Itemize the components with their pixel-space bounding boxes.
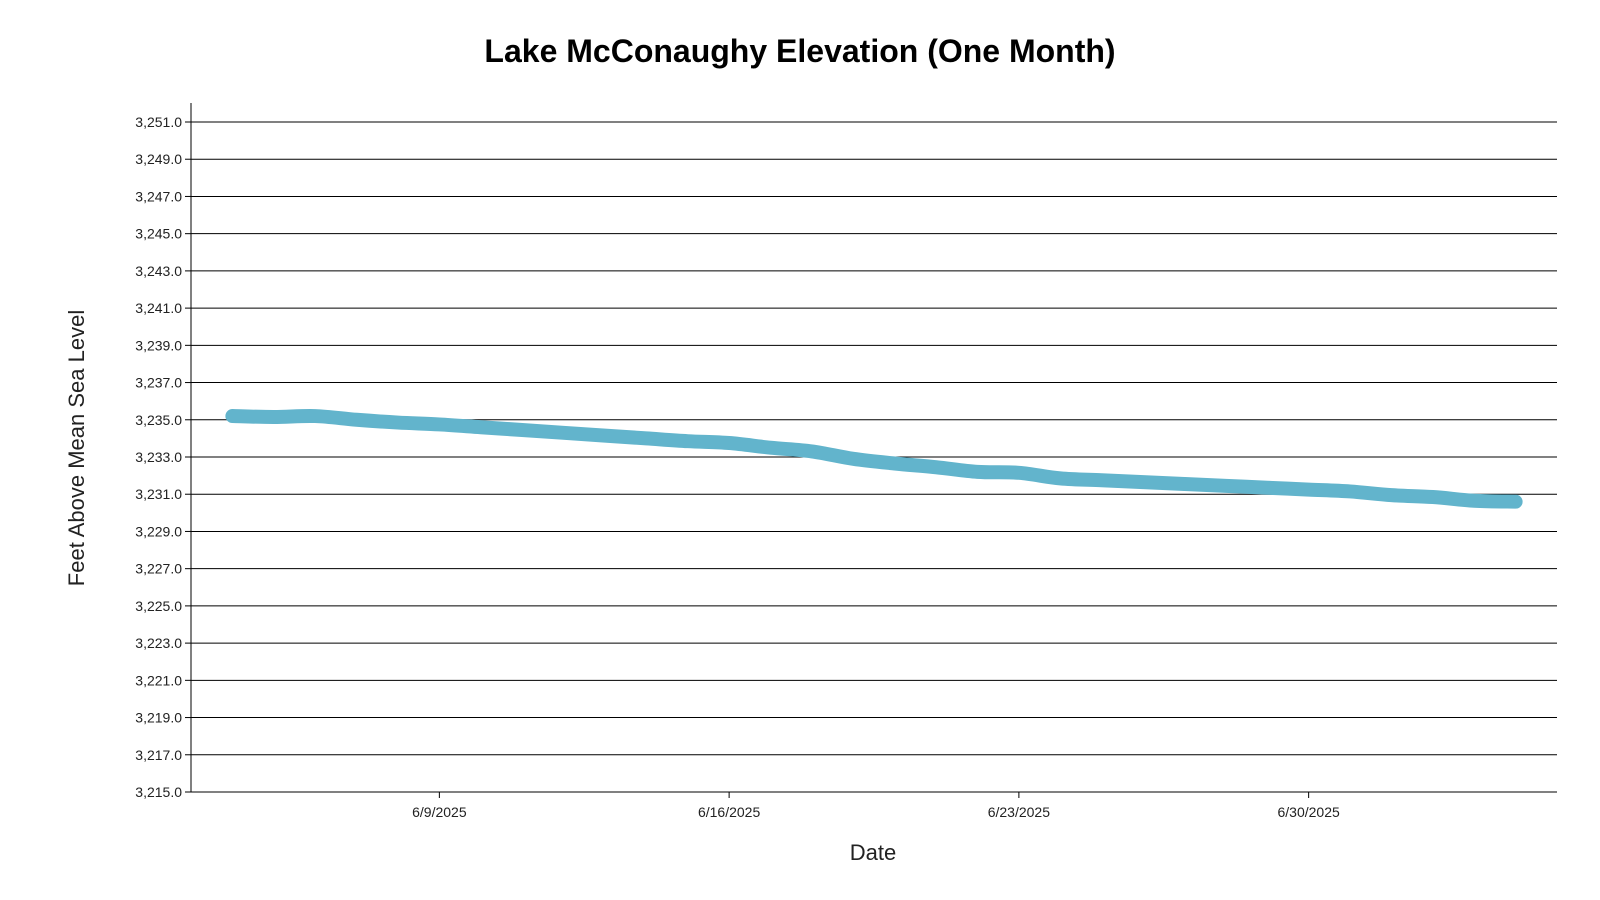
y-tick-label: 3,215.0 [135,784,182,800]
y-tick-label: 3,227.0 [135,561,182,577]
y-tick-label: 3,219.0 [135,710,182,726]
y-tick-label: 3,225.0 [135,598,182,614]
x-tick-label: 6/30/2025 [1277,804,1339,820]
y-tick-label: 3,237.0 [135,375,182,391]
x-axis-label: Date [850,840,896,865]
y-tick-label: 3,241.0 [135,300,182,316]
y-tick-label: 3,231.0 [135,486,182,502]
axes [190,103,1557,793]
y-axis-label: Feet Above Mean Sea Level [64,310,89,586]
series-group [225,408,1523,509]
y-tick-label: 3,233.0 [135,449,182,465]
y-tick-label: 3,249.0 [135,151,182,167]
chart-title: Lake McConaughy Elevation (One Month) [484,33,1115,69]
y-tick-label: 3,221.0 [135,672,182,688]
x-tick-label: 6/23/2025 [988,804,1050,820]
y-tick-label: 3,229.0 [135,523,182,539]
y-tick-label: 3,239.0 [135,337,182,353]
y-tick-label: 3,245.0 [135,226,182,242]
y-tick-label: 3,243.0 [135,263,182,279]
y-tick-label: 3,251.0 [135,114,182,130]
x-axis-ticks: 6/9/2025 6/16/2025 6/23/2025 6/30/2025 [412,792,1340,820]
y-tick-label: 3,217.0 [135,747,182,763]
x-tick-label: 6/16/2025 [698,804,760,820]
y-tick-label: 3,247.0 [135,188,182,204]
elevation-series-line [225,408,1523,509]
y-axis-ticks: 3,215.0 3,217.0 3,219.0 3,221.0 3,223.0 3,225… [135,114,191,800]
y-tick-label: 3,223.0 [135,635,182,651]
y-tick-label: 3,235.0 [135,412,182,428]
x-tick-label: 6/9/2025 [412,804,467,820]
